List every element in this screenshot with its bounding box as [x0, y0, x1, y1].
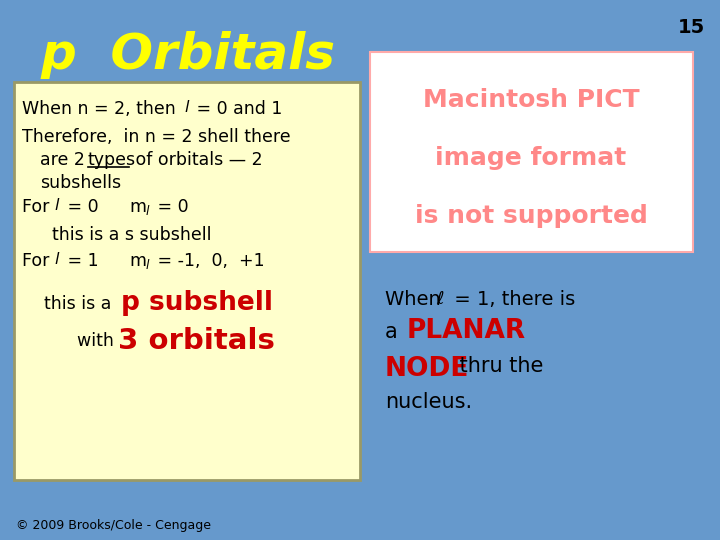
Text: © 2009 Brooks/Cole - Cengage: © 2009 Brooks/Cole - Cengage	[16, 519, 211, 532]
Text: m: m	[130, 198, 146, 216]
Text: is not supported: is not supported	[415, 204, 647, 228]
FancyBboxPatch shape	[370, 52, 693, 252]
Text: PLANAR: PLANAR	[407, 318, 526, 344]
Text: = -1,  0,  +1: = -1, 0, +1	[152, 252, 265, 270]
Text: l: l	[55, 198, 59, 213]
Text: p subshell: p subshell	[122, 290, 274, 316]
Text: For: For	[22, 198, 55, 216]
Text: subshells: subshells	[40, 174, 121, 192]
Text: l: l	[145, 259, 149, 272]
Text: nucleus.: nucleus.	[385, 392, 472, 412]
Text: l: l	[184, 100, 189, 115]
Text: image format: image format	[436, 146, 626, 170]
Text: p  Orbitals: p Orbitals	[40, 31, 336, 79]
Text: this is a: this is a	[44, 295, 117, 313]
Text: l: l	[145, 205, 149, 218]
Text: are 2: are 2	[40, 151, 90, 169]
Text: with: with	[77, 332, 119, 350]
Text: = 0: = 0	[152, 198, 189, 216]
Text: NODE: NODE	[385, 356, 469, 382]
Text: Therefore,  in n = 2 shell there: Therefore, in n = 2 shell there	[22, 128, 291, 146]
Text: When n = 2, then: When n = 2, then	[22, 100, 181, 118]
Text: For: For	[22, 252, 55, 270]
Text: 3 orbitals: 3 orbitals	[119, 327, 275, 355]
Text: types: types	[88, 151, 136, 169]
Text: = 0: = 0	[62, 198, 99, 216]
Text: = 1: = 1	[62, 252, 99, 270]
Text: m: m	[130, 252, 146, 270]
Text: a: a	[385, 322, 405, 342]
Text: = 1, there is: = 1, there is	[448, 290, 575, 309]
Text: l: l	[55, 252, 59, 267]
FancyBboxPatch shape	[14, 82, 360, 480]
Text: Macintosh PICT: Macintosh PICT	[423, 88, 639, 112]
Text: this is a s subshell: this is a s subshell	[52, 226, 212, 244]
Text: of orbitals — 2: of orbitals — 2	[130, 151, 263, 169]
Text: When: When	[385, 290, 447, 309]
Text: thru the: thru the	[453, 356, 543, 376]
Text: ℓ: ℓ	[436, 290, 444, 308]
Text: = 0 and 1: = 0 and 1	[191, 100, 282, 118]
Text: 15: 15	[678, 18, 705, 37]
